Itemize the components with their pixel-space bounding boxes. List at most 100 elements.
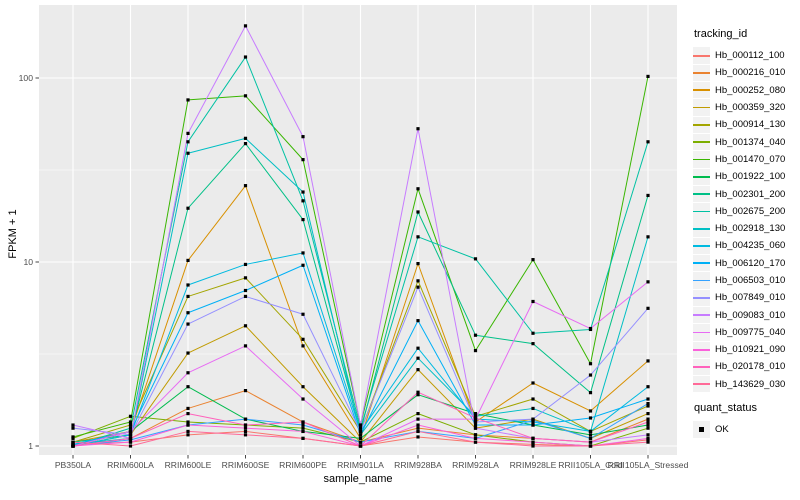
legend-item-label: Hb_001374_040 (715, 136, 786, 148)
data-point (186, 433, 190, 437)
ok-square-marker-icon (693, 421, 710, 438)
legend-line-swatch-icon (693, 341, 710, 358)
x-tick-label: RRIM928LA (452, 460, 499, 470)
legend-item-label: Hb_002301_200 (715, 188, 786, 200)
legend-item-Hb_006120_170: Hb_006120_170 (693, 255, 799, 272)
y-axis-title: FPKM + 1 (7, 209, 19, 259)
data-point (646, 417, 650, 421)
data-point (473, 411, 478, 416)
data-point (588, 440, 593, 444)
legend-item-label: Hb_010921_090 (715, 344, 786, 356)
data-point (588, 444, 593, 448)
y-tick-label: 1 (28, 441, 33, 451)
data-point (128, 436, 133, 440)
data-point (128, 433, 133, 437)
data-point (301, 344, 305, 348)
data-point (243, 136, 248, 140)
data-point (186, 411, 190, 416)
data-point (416, 319, 420, 323)
legend-line-swatch-icon (693, 255, 710, 272)
data-point (128, 429, 133, 434)
data-point (186, 371, 190, 375)
data-point (186, 423, 190, 427)
legend-item-label: Hb_000216_010 (715, 67, 786, 79)
legend-item-label: Hb_009775_040 (715, 326, 786, 338)
data-point (358, 426, 363, 430)
data-point (588, 433, 593, 437)
data-point (531, 423, 535, 427)
data-point (243, 344, 248, 348)
data-point (128, 423, 133, 427)
legend-item-Hb_143629_030: Hb_143629_030 (693, 376, 799, 393)
gridlines (39, 5, 677, 455)
data-point (301, 385, 305, 389)
data-point (646, 411, 650, 416)
data-point (646, 140, 650, 144)
data-point (588, 436, 593, 440)
data-point (243, 417, 248, 421)
legend-line-swatch-icon (693, 324, 710, 341)
x-axis-title: sample_name (323, 473, 393, 485)
data-point (243, 426, 248, 430)
data-point (186, 351, 190, 355)
data-point (243, 184, 248, 188)
legend-item-Hb_001922_100: Hb_001922_100 (693, 168, 799, 185)
data-point (646, 423, 650, 427)
legend-item-label: Hb_009083_010 (715, 309, 786, 321)
data-point (243, 55, 248, 59)
data-point (531, 331, 535, 335)
legend-item-label: Hb_000112_100 (715, 50, 785, 62)
legend-line-swatch-icon (693, 237, 710, 255)
data-point (588, 416, 593, 420)
series-points (71, 24, 650, 448)
data-point (243, 288, 248, 293)
data-point (186, 283, 190, 287)
data-point (416, 279, 420, 283)
data-point (646, 306, 650, 310)
data-point (646, 280, 650, 284)
data-point (588, 373, 593, 377)
data-point (301, 190, 305, 194)
x-tick-label: RRII105LA_Cold (558, 460, 623, 470)
legend-item-Hb_000914_130: Hb_000914_130 (693, 116, 799, 134)
data-point (531, 381, 535, 385)
data-point (301, 312, 305, 316)
data-point (416, 417, 420, 421)
data-point (588, 409, 593, 413)
legend-item-Hb_009083_010: Hb_009083_010 (693, 306, 799, 324)
data-point (358, 436, 363, 440)
data-point (416, 429, 420, 434)
data-point (71, 440, 75, 444)
data-point (301, 429, 305, 434)
x-tick-label: RRIM600LE (165, 460, 212, 470)
x-tick-label: RRIM901LA (337, 460, 384, 470)
data-point (128, 444, 133, 448)
data-point (531, 420, 535, 424)
legend-item-label: Hb_002675_200 (715, 205, 786, 217)
data-point (531, 299, 535, 304)
x-tick-label: PB350LA (55, 460, 92, 470)
legend-item-label: Hb_002918_130 (715, 223, 786, 235)
data-point (531, 436, 535, 440)
legend-item-Hb_002918_130: Hb_002918_130 (693, 220, 799, 237)
data-point (301, 135, 305, 139)
data-point (71, 426, 75, 430)
data-point (243, 142, 248, 146)
data-point (646, 235, 650, 239)
panel-background (39, 5, 677, 455)
data-point (71, 444, 75, 448)
data-point (531, 397, 535, 401)
legend-item-Hb_002301_200: Hb_002301_200 (693, 185, 799, 203)
data-point (301, 397, 305, 401)
data-point (416, 435, 420, 439)
data-point (301, 199, 305, 203)
x-tick-label: RRII105LA_Stressed (608, 460, 689, 470)
data-point (186, 258, 190, 263)
data-point (301, 420, 305, 424)
legend-item-label: Hb_001922_100 (715, 171, 786, 183)
legend-line-swatch-icon (693, 289, 710, 306)
legend-item-label: OK (715, 424, 729, 436)
y-tick-label: 10 (23, 257, 33, 267)
data-point (531, 406, 535, 411)
